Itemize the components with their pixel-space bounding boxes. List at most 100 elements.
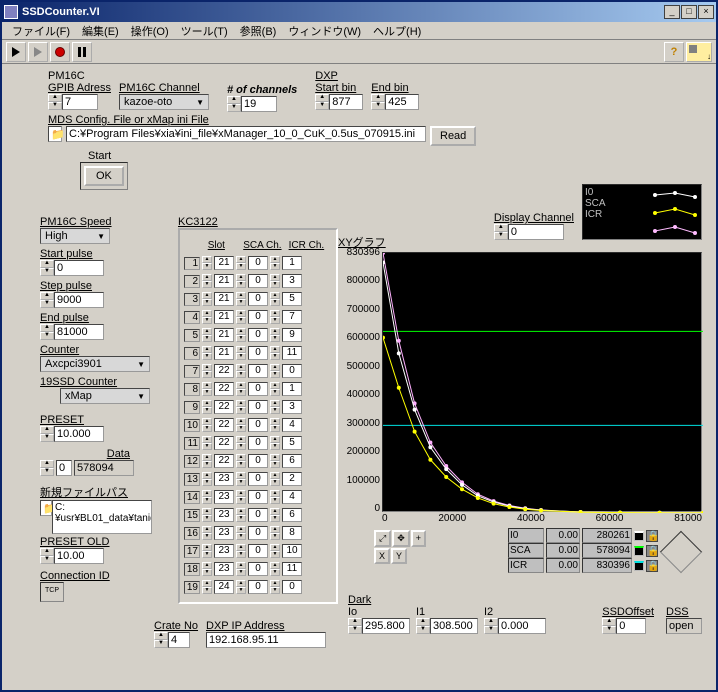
icr-spinner[interactable]: ▲▼ xyxy=(270,328,280,342)
vi-icon-button[interactable]: ↓ xyxy=(686,42,712,62)
endbin-spinner[interactable]: ▲▼ xyxy=(371,94,385,110)
run-continuous-button[interactable] xyxy=(28,42,48,62)
channels-input[interactable]: 19 xyxy=(241,96,277,112)
pm16c-speed-dropdown[interactable]: High▼ xyxy=(40,228,110,244)
icr-spinner[interactable]: ▲▼ xyxy=(270,544,280,558)
dark-io-spinner[interactable]: ▲▼ xyxy=(348,618,362,634)
slot-spinner[interactable]: ▲▼ xyxy=(202,418,212,432)
data-idx-spinner[interactable]: ▲▼ xyxy=(40,460,54,476)
dark-i2-spinner[interactable]: ▲▼ xyxy=(484,618,498,634)
data-idx-input[interactable]: 0 xyxy=(56,460,72,476)
slot-spinner[interactable]: ▲▼ xyxy=(202,310,212,324)
endpulse-spinner[interactable]: ▲▼ xyxy=(40,324,54,340)
lock-icon[interactable]: 🔒 xyxy=(646,560,658,572)
menu-edit[interactable]: 編集(E) xyxy=(76,22,125,40)
ssdoffset-spinner[interactable]: ▲▼ xyxy=(602,618,616,634)
channels-spinner[interactable]: ▲▼ xyxy=(227,96,241,112)
preset-input[interactable]: 10.000 xyxy=(54,426,104,442)
dxpip-input[interactable]: 192.168.95.11 xyxy=(206,632,326,648)
icr-spinner[interactable]: ▲▼ xyxy=(270,436,280,450)
dark-i1-input[interactable]: 308.500 xyxy=(430,618,478,634)
startpulse-input[interactable]: 0 xyxy=(54,260,104,276)
slot-spinner[interactable]: ▲▼ xyxy=(202,454,212,468)
sca-spinner[interactable]: ▲▼ xyxy=(236,580,246,594)
presetold-spinner[interactable]: ▲▼ xyxy=(40,548,54,564)
endbin-input[interactable]: 425 xyxy=(385,94,419,110)
pause-button[interactable] xyxy=(72,42,92,62)
dark-io-input[interactable]: 295.800 xyxy=(362,618,410,634)
icr-spinner[interactable]: ▲▼ xyxy=(270,256,280,270)
icr-spinner[interactable]: ▲▼ xyxy=(270,274,280,288)
newfile-path[interactable]: C:¥usr¥BL01_data¥tanida¥070914OpenAttn xyxy=(52,500,152,534)
dark-i1-spinner[interactable]: ▲▼ xyxy=(416,618,430,634)
menu-file[interactable]: ファイル(F) xyxy=(6,22,76,40)
sca-spinner[interactable]: ▲▼ xyxy=(236,562,246,576)
diamond-icon[interactable] xyxy=(660,531,702,573)
lock-icon[interactable]: 🔒 xyxy=(646,545,658,557)
icr-spinner[interactable]: ▲▼ xyxy=(270,580,280,594)
slot-spinner[interactable]: ▲▼ xyxy=(202,508,212,522)
slot-spinner[interactable]: ▲▼ xyxy=(202,544,212,558)
read-button[interactable]: Read xyxy=(430,126,476,146)
sca-spinner[interactable]: ▲▼ xyxy=(236,310,246,324)
sca-spinner[interactable]: ▲▼ xyxy=(236,400,246,414)
sca-spinner[interactable]: ▲▼ xyxy=(236,328,246,342)
icr-spinner[interactable]: ▲▼ xyxy=(270,526,280,540)
preset-spinner[interactable]: ▲▼ xyxy=(40,426,54,442)
slot-spinner[interactable]: ▲▼ xyxy=(202,400,212,414)
icr-spinner[interactable]: ▲▼ xyxy=(270,508,280,522)
mds-path-input[interactable]: C:¥Program Files¥xia¥ini_file¥xManager_1… xyxy=(66,126,426,142)
icr-spinner[interactable]: ▲▼ xyxy=(270,382,280,396)
slot-spinner[interactable]: ▲▼ xyxy=(202,346,212,360)
slot-spinner[interactable]: ▲▼ xyxy=(202,580,212,594)
sca-spinner[interactable]: ▲▼ xyxy=(236,274,246,288)
steppulse-spinner[interactable]: ▲▼ xyxy=(40,292,54,308)
slot-spinner[interactable]: ▲▼ xyxy=(202,472,212,486)
icr-spinner[interactable]: ▲▼ xyxy=(270,454,280,468)
menu-operate[interactable]: 操作(O) xyxy=(125,22,175,40)
sca-spinner[interactable]: ▲▼ xyxy=(236,364,246,378)
startbin-spinner[interactable]: ▲▼ xyxy=(315,94,329,110)
slot-spinner[interactable]: ▲▼ xyxy=(202,526,212,540)
endpulse-input[interactable]: 81000 xyxy=(54,324,104,340)
ssdoffset-input[interactable]: 0 xyxy=(616,618,646,634)
slot-spinner[interactable]: ▲▼ xyxy=(202,382,212,396)
crateno-spinner[interactable]: ▲▼ xyxy=(154,632,168,648)
sca-spinner[interactable]: ▲▼ xyxy=(236,526,246,540)
icr-spinner[interactable]: ▲▼ xyxy=(270,490,280,504)
help-button[interactable]: ? xyxy=(664,42,684,62)
gpib-spinner[interactable]: ▲▼ xyxy=(48,94,62,110)
sca-spinner[interactable]: ▲▼ xyxy=(236,490,246,504)
sca-spinner[interactable]: ▲▼ xyxy=(236,436,246,450)
xy-chart[interactable] xyxy=(382,252,702,512)
slot-spinner[interactable]: ▲▼ xyxy=(202,490,212,504)
axis-x-button[interactable]: X xyxy=(374,548,390,564)
sca-spinner[interactable]: ▲▼ xyxy=(236,508,246,522)
icr-spinner[interactable]: ▲▼ xyxy=(270,418,280,432)
pm16c-channel-dropdown[interactable]: kazoe-oto▼ xyxy=(119,94,209,110)
slot-spinner[interactable]: ▲▼ xyxy=(202,256,212,270)
mds-path-browse-icon[interactable]: 📁 xyxy=(48,126,62,142)
startbin-input[interactable]: 877 xyxy=(329,94,363,110)
crateno-input[interactable]: 4 xyxy=(168,632,190,648)
slot-spinner[interactable]: ▲▼ xyxy=(202,274,212,288)
slot-spinner[interactable]: ▲▼ xyxy=(202,562,212,576)
presetold-input[interactable]: 10.00 xyxy=(54,548,104,564)
sca-spinner[interactable]: ▲▼ xyxy=(236,544,246,558)
slot-spinner[interactable]: ▲▼ xyxy=(202,292,212,306)
steppulse-input[interactable]: 9000 xyxy=(54,292,104,308)
pan-button[interactable]: ✥ xyxy=(392,530,410,547)
ssd-dropdown[interactable]: xMap▼ xyxy=(60,388,150,404)
gpib-input[interactable]: 7 xyxy=(62,94,98,110)
newfile-browse-icon[interactable]: 📁 xyxy=(40,500,52,516)
menu-browse[interactable]: 参照(B) xyxy=(234,22,283,40)
menu-tools[interactable]: ツール(T) xyxy=(175,22,234,40)
sca-spinner[interactable]: ▲▼ xyxy=(236,292,246,306)
run-button[interactable] xyxy=(6,42,26,62)
axis-y-button[interactable]: Y xyxy=(391,548,407,564)
counter-dropdown[interactable]: Axcpci3901▼ xyxy=(40,356,150,372)
slot-spinner[interactable]: ▲▼ xyxy=(202,328,212,342)
cursor-button[interactable]: + xyxy=(411,530,426,547)
dark-i2-input[interactable]: 0.000 xyxy=(498,618,546,634)
sca-spinner[interactable]: ▲▼ xyxy=(236,346,246,360)
